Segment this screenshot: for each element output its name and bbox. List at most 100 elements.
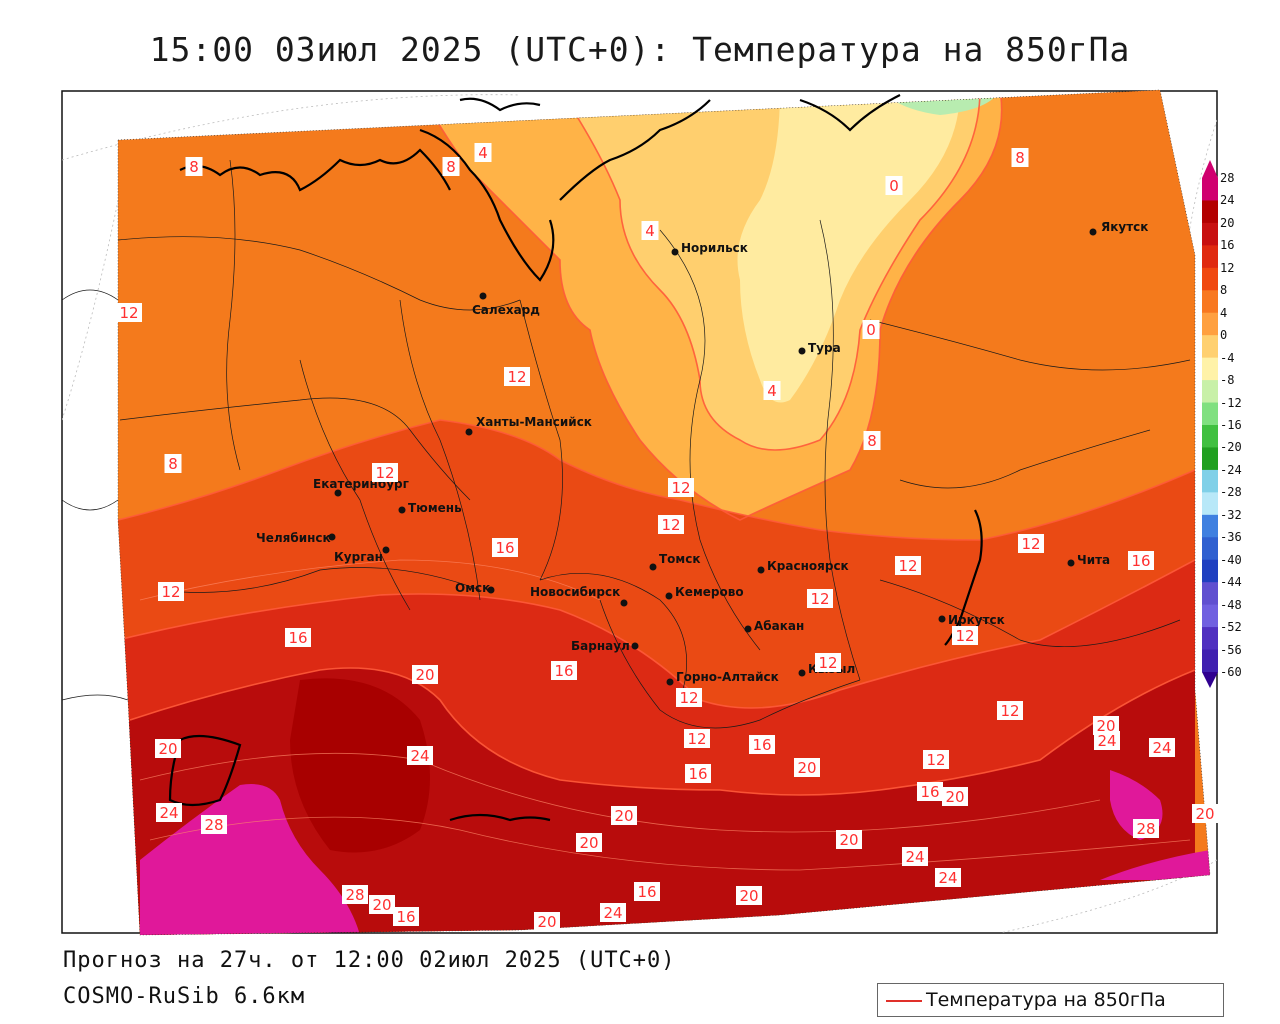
city-label-tura: Тура [808,341,841,355]
legend: Температура на 850гПа [877,983,1224,1017]
isotherm-label-bg [369,895,395,914]
colorbar-tick-label: -16 [1220,418,1242,432]
isotherm-label-bg [763,381,781,400]
city-label-khanty-mansiysk: Ханты-Мансийск [476,415,592,429]
isotherm-label-bg [158,582,184,601]
colorbar-tick-label: -28 [1220,485,1242,500]
legend-label: Температура на 850гПа [926,989,1166,1011]
colorbar-segment [1202,267,1218,291]
isotherm-label: 12 [661,516,680,534]
city-kurgan: Курган [334,546,390,564]
city-label-irkutsk: Иркутск [948,613,1005,627]
isotherm-label-bg [749,735,775,754]
temperature-field [118,90,1210,935]
isotherm-label: 24 [1097,732,1116,750]
isotherm-label: 12 [810,590,829,608]
colorbar-tick-label: 20 [1220,215,1235,230]
colorbar-segment [1202,380,1218,404]
isotherm-label: 8 [168,455,178,473]
colorbar-tick-label: -36 [1220,530,1242,545]
isotherm-label-bg [862,320,880,339]
city-tomsk: Томск [649,552,701,571]
isotherm-label-bg [1011,148,1029,167]
temperature-map: Якутск Норильск Салехард Тура Ханты-Манс… [61,89,1218,936]
isotherm-label-bg [917,782,943,801]
city-label-norilsk: Норильск [681,241,748,255]
isotherm-label-bg [1133,819,1159,838]
colorbar-tick-label: -44 [1220,575,1242,590]
isotherm-label: 12 [1021,535,1040,553]
isotherm-label: 28 [204,816,223,834]
colorbar-segment [1202,200,1218,224]
colorbar-tick-label: -40 [1220,552,1242,567]
isotherm-label-bg [442,157,460,176]
colorbar-segment [1202,604,1218,628]
city-label-omsk: Омск [455,581,490,595]
isotherm-label: 20 [415,666,434,684]
colorbar-tick-label: -24 [1220,462,1242,477]
isotherm-label-bg [935,868,961,887]
isotherm-label: 28 [1136,820,1155,838]
city-yakutsk: Якутск [1089,220,1148,236]
isotherm-label-bg [1018,534,1044,553]
isotherm-label-bg [342,885,368,904]
colorbar-segment [1202,627,1218,651]
isotherm-label-bg [156,803,182,822]
isotherm-label-bg [393,907,419,926]
colorbar-segment [1202,514,1218,538]
isotherm-label: 20 [739,887,758,905]
isotherm-label-bg [155,739,181,758]
city-tyumen: Тюмень [398,501,462,515]
isotherm-label-bg [997,701,1023,720]
isotherm-label-bg [201,815,227,834]
isotherm-label: 24 [905,848,924,866]
isotherm-label: 0 [889,177,899,195]
isotherm-label-bg [807,589,833,608]
isotherm-label-bg [534,912,560,931]
legend-line-swatch [886,1000,922,1002]
isotherm-label: 20 [614,807,633,825]
city-khanty-mansiysk: Ханты-Мансийск [465,415,592,436]
city-chelyabinsk: Челябинск [256,531,336,545]
isotherm-label: 20 [372,896,391,914]
colorbar-tick-label: -48 [1220,597,1242,612]
isotherm-label-bg [634,882,660,901]
city-irkutsk: Иркутск [938,613,1005,627]
isotherm-label: 4 [767,382,777,400]
colorbar-tick-label: -12 [1220,395,1242,410]
isotherm-label-bg [474,143,492,162]
isotherm-label: 8 [446,158,456,176]
isotherm-label: 12 [507,368,526,386]
colorbar-tick-label: -8 [1220,373,1235,388]
colorbar-segment [1202,312,1218,336]
isotherm-label-bg [611,806,637,825]
isotherm-label: 16 [495,539,514,557]
isotherm-label-bg [372,463,398,482]
isotherm-label-bg [685,764,711,783]
city-label-kemerovo: Кемерово [675,585,744,599]
isotherm-label: 12 [161,583,180,601]
isotherm-label-bg [942,787,968,806]
colorbar-tick-label: -60 [1220,665,1242,679]
colorbar-segment [1202,425,1218,448]
isotherm-label-bg [863,431,881,450]
colorbar-tick-label: -56 [1220,642,1242,657]
isotherm-label: 28 [345,886,364,904]
model-domain-border [117,89,1211,936]
isotherm-label: 8 [1015,149,1025,167]
isotherm-label-bg [1192,804,1218,823]
city-label-barnaul: Барнаул [571,639,630,653]
isotherm-label-bg [1093,716,1119,735]
city-label-tomsk: Томск [659,552,701,566]
isotherm-label: 16 [688,765,707,783]
isotherm-label-bg [658,515,684,534]
isotherm-label-bg [285,628,311,647]
isotherm-label-bg [815,653,841,672]
isotherm-label-bg [923,750,949,769]
isotherm-label-bg [407,746,433,765]
colorbar-tick-label: 12 [1220,260,1235,275]
coastlines [168,94,983,822]
city-label-yakutsk: Якутск [1101,220,1148,234]
isotherm-label-bg [185,157,203,176]
isotherm-label-bg [412,665,438,684]
